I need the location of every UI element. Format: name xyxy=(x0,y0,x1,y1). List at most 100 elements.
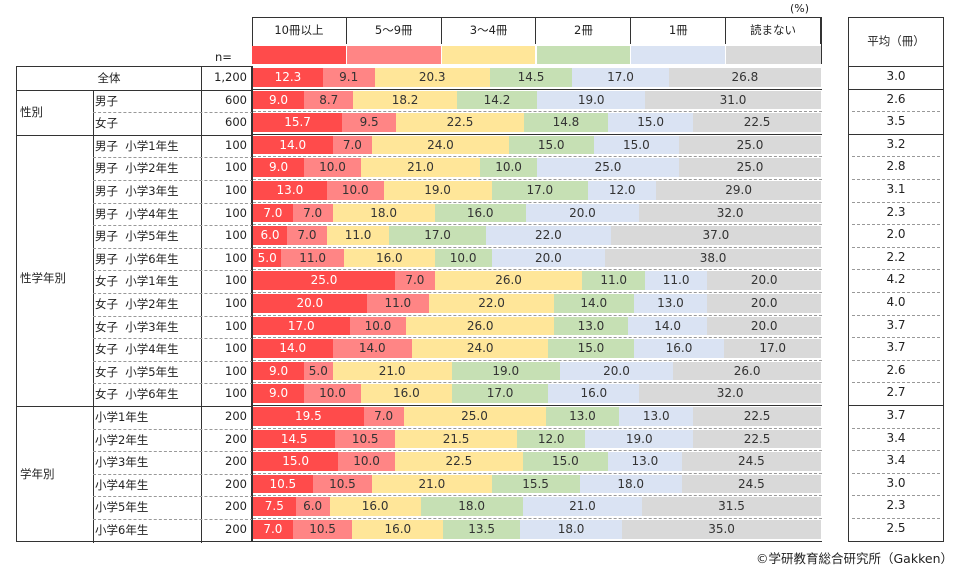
row-divider xyxy=(253,201,822,203)
bar-segment: 21.5 xyxy=(395,429,518,449)
bar-segment: 20.0 xyxy=(253,294,367,313)
bar-segment: 13.0 xyxy=(619,407,694,426)
bar-segment: 10.0 xyxy=(349,316,407,336)
bar-segment: 9.0 xyxy=(253,384,305,403)
bar-segment: 19.5 xyxy=(253,407,364,426)
bar-segment: 16.0 xyxy=(329,497,421,516)
row-divider xyxy=(253,133,822,135)
row-divider xyxy=(17,406,253,407)
row-n: 100 xyxy=(225,250,247,265)
bar-segment: 32.0 xyxy=(639,203,821,223)
row-divider xyxy=(93,225,253,227)
bar-segment: 20.0 xyxy=(525,203,640,223)
bar-segment: 18.0 xyxy=(332,203,435,223)
row-divider xyxy=(253,472,822,474)
row-label: 女子 小学6年生 xyxy=(95,387,179,402)
bar-segment: 19.0 xyxy=(537,90,646,110)
row-label: 小学1年生 xyxy=(95,410,149,424)
row-divider xyxy=(253,88,822,90)
bar-segment: 22.0 xyxy=(485,226,611,245)
bar-segment: 7.5 xyxy=(253,497,296,516)
bar-segment: 13.0 xyxy=(633,294,708,313)
row-n: 600 xyxy=(225,92,247,107)
bar-segment: 10.0 xyxy=(338,452,395,471)
group-label: 全体 xyxy=(97,71,121,85)
row-divider xyxy=(93,473,253,475)
row-divider xyxy=(93,293,253,294)
row-n: 200 xyxy=(225,431,247,446)
row-n: 100 xyxy=(225,363,247,378)
average-value: 3.5 xyxy=(886,114,906,129)
bar-segment: 12.0 xyxy=(588,181,657,200)
average-value: 3.4 xyxy=(886,453,906,468)
bar-segment: 5.0 xyxy=(304,361,333,381)
row-n: 100 xyxy=(225,273,247,288)
row-divider xyxy=(848,66,944,67)
bar-segment: 21.0 xyxy=(332,361,452,381)
legend-label: 1冊 xyxy=(631,17,727,44)
row-divider xyxy=(93,383,253,385)
legend-swatch xyxy=(631,46,726,64)
bar-segment: 13.0 xyxy=(253,181,327,200)
row-divider xyxy=(253,382,822,384)
bar-segment: 20.0 xyxy=(707,316,821,336)
legend-swatch xyxy=(252,46,346,64)
row-divider xyxy=(93,496,253,498)
legend-header xyxy=(252,17,822,64)
bar-segment: 15.5 xyxy=(491,474,580,494)
bar-segment: 7.0 xyxy=(332,135,373,155)
unit-label: (%) xyxy=(790,2,810,15)
legend-label: 3～4冊 xyxy=(442,17,537,44)
group-label: 性学年別 xyxy=(20,271,66,286)
average-value: 2.0 xyxy=(886,227,906,242)
bar-segment: 18.2 xyxy=(353,90,457,110)
row-n: 100 xyxy=(225,296,247,310)
row-label: 小学2年生 xyxy=(95,432,149,447)
bar-segment: 38.0 xyxy=(605,248,821,268)
row-divider xyxy=(93,157,253,159)
row-n: 100 xyxy=(225,341,247,356)
row-label: 小学3年生 xyxy=(95,455,149,470)
bar-segment: 25.0 xyxy=(679,158,821,177)
bar-segment: 12.3 xyxy=(253,68,323,87)
average-value: 2.3 xyxy=(886,204,906,219)
average-header: 平均（冊） xyxy=(867,34,925,48)
row-divider xyxy=(852,427,940,429)
bar-segment: 26.8 xyxy=(668,68,821,87)
row-divider xyxy=(852,269,940,271)
bar-segment: 7.0 xyxy=(287,226,327,245)
bar-segment: 14.0 xyxy=(332,339,413,358)
bar-segment: 37.0 xyxy=(610,226,821,245)
row-label: 男子 小学1年生 xyxy=(95,138,179,153)
bar-segment: 22.5 xyxy=(693,429,821,449)
bar-segment: 17.0 xyxy=(572,68,669,87)
average-value: 2.6 xyxy=(886,91,906,106)
row-divider xyxy=(253,179,822,180)
stacked-bar-area: 12.3 9.1 20.3 14.5 17.0 26.8 9.0 8.7 18.2 14.2 19.… xyxy=(252,66,822,542)
row-divider xyxy=(852,359,940,361)
row-divider xyxy=(253,518,822,519)
bar-segment: 22.5 xyxy=(693,113,821,132)
bar-segment: 16.0 xyxy=(633,339,725,358)
bar-segment: 15.0 xyxy=(508,135,594,155)
row-divider xyxy=(93,315,253,317)
bar-segment: 10.5 xyxy=(312,474,373,494)
bar-segment: 15.0 xyxy=(548,339,634,358)
bar-segment: 17.0 xyxy=(724,339,821,358)
row-label: 小学4年生 xyxy=(95,477,149,492)
bar-segment: 13.0 xyxy=(545,407,620,426)
row-divider xyxy=(93,180,253,181)
bar-segment: 18.0 xyxy=(579,474,682,494)
bar-segment: 13.0 xyxy=(608,452,682,471)
row-label-table: 全体 1,200 男子 600 女子 600 男子 小学1年生 100 男子 小学2年生 100 男… xyxy=(16,66,253,543)
credit: ©学研教育総合研究所（Gakken） xyxy=(756,551,953,566)
bar-segment: 15.0 xyxy=(593,135,679,155)
row-divider xyxy=(253,314,822,316)
row-divider xyxy=(852,518,940,519)
row-label: 女子 xyxy=(95,116,118,131)
bar-segment: 25.0 xyxy=(537,158,679,177)
bar-segment: 15.0 xyxy=(608,113,694,132)
average-value: 3.2 xyxy=(886,136,906,151)
bar-segment: 17.0 xyxy=(451,384,549,403)
row-label: 小学5年生 xyxy=(95,500,149,515)
